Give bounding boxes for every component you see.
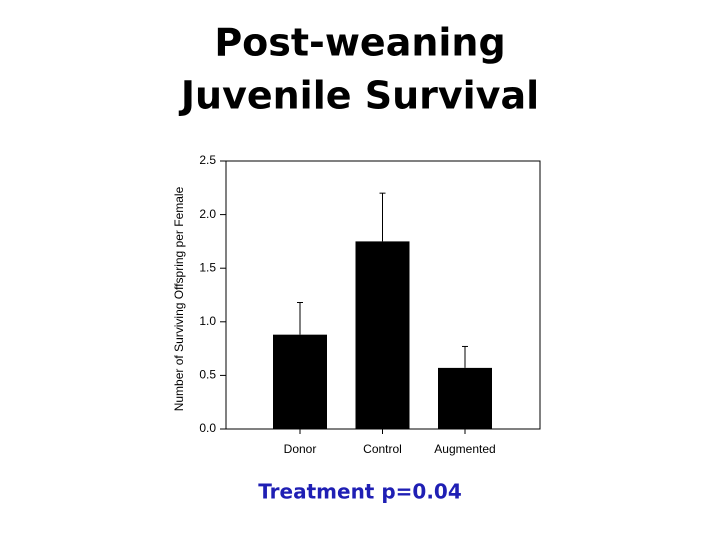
title-line: Post-weaning — [214, 21, 505, 65]
bar — [355, 241, 410, 429]
y-tick-label: 2.5 — [199, 153, 216, 167]
bar — [438, 367, 492, 429]
y-tick-label: 0.5 — [199, 368, 216, 382]
y-tick-label: 0.0 — [199, 421, 216, 435]
x-tick-label: Control — [363, 442, 402, 456]
y-tick-label: 1.5 — [199, 260, 216, 274]
annotation: Treatment p=0.04 — [258, 480, 462, 504]
x-tick-label: Augmented — [434, 442, 495, 456]
y-axis-label: Number of Surviving Offspring per Female — [172, 186, 186, 411]
bar — [273, 334, 327, 429]
title-line: Juvenile Survival — [178, 74, 539, 118]
y-tick-label: 1.0 — [199, 314, 216, 328]
y-tick-label: 2.0 — [199, 207, 216, 221]
x-tick-label: Donor — [284, 442, 317, 456]
